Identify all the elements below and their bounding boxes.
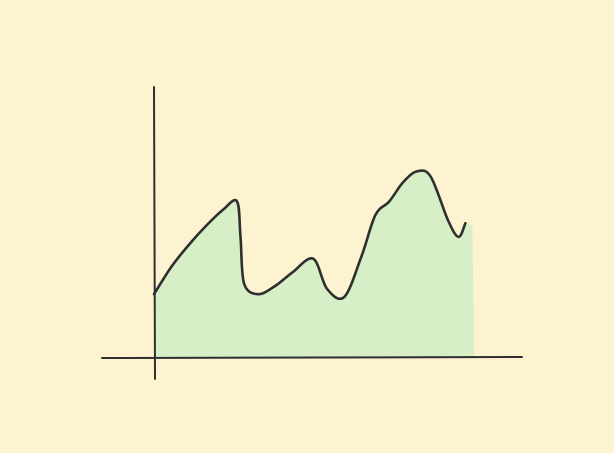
data-point-18 (415, 169, 419, 173)
data-point-11 (311, 257, 315, 261)
data-point-21 (457, 235, 461, 239)
data-point-13 (342, 295, 346, 299)
data-point-20 (446, 219, 450, 223)
x-axis (101, 356, 523, 359)
series-line (152, 169, 467, 301)
data-point-8 (256, 292, 260, 296)
y-axis (153, 86, 156, 380)
data-point-14 (360, 254, 364, 258)
data-point-3 (204, 224, 208, 228)
data-point-0 (152, 292, 156, 296)
data-point-16 (387, 199, 391, 203)
data-point-10 (290, 270, 294, 274)
area-fill (154, 170, 475, 357)
data-point-5 (235, 199, 239, 203)
data-point-4 (221, 208, 225, 212)
data-point-12 (325, 287, 329, 291)
data-point-6 (239, 235, 243, 239)
data-point-22 (463, 221, 467, 225)
data-point-2 (187, 243, 191, 247)
data-point-19 (429, 175, 433, 179)
data-point-15 (373, 213, 377, 217)
data-point-17 (401, 180, 405, 184)
data-point-7 (242, 281, 246, 285)
data-point-1 (169, 265, 173, 269)
data-point-9 (273, 284, 277, 288)
